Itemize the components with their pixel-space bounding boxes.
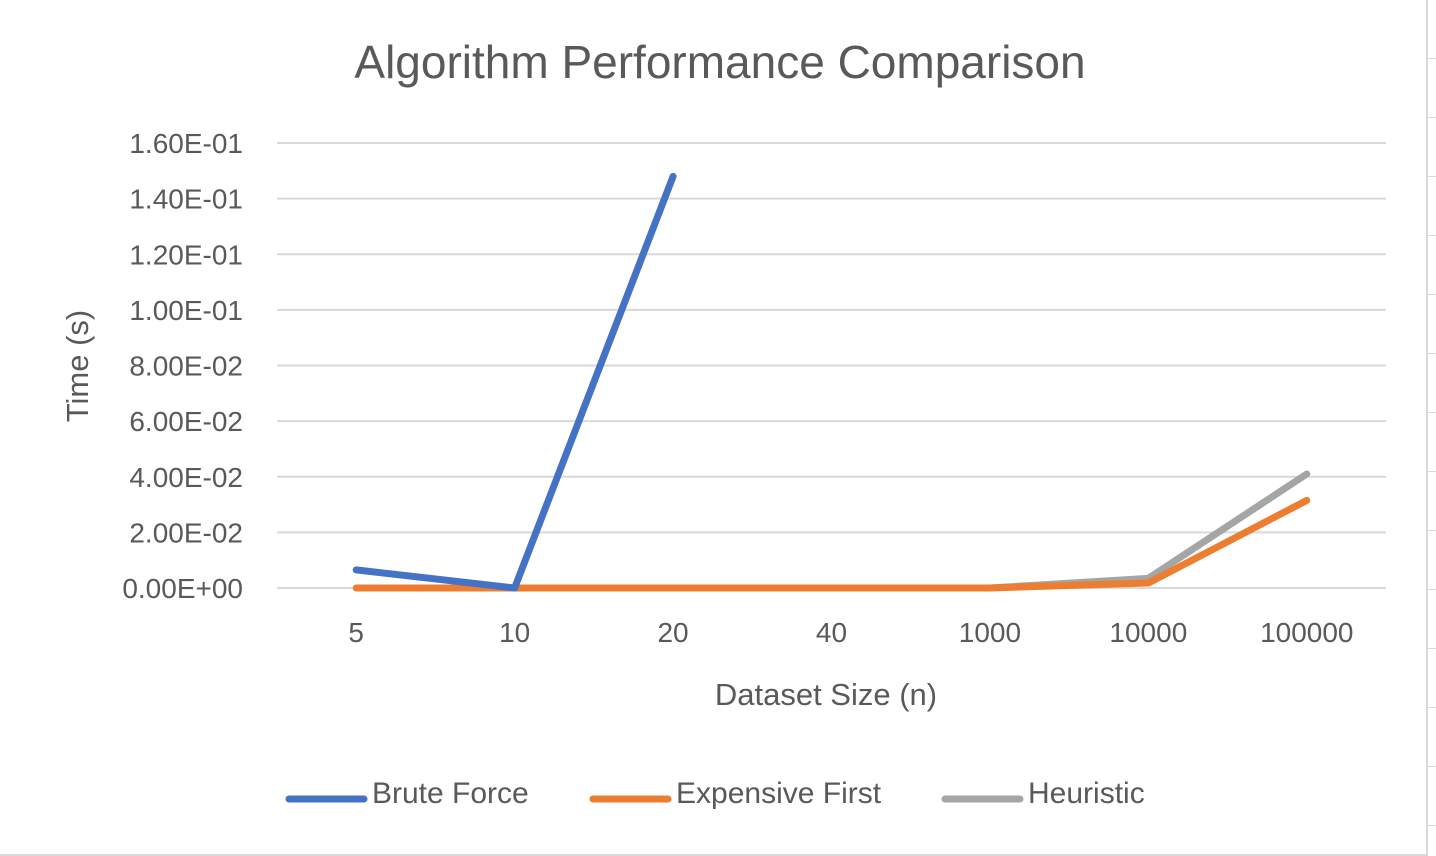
x-tick-label: 20 (657, 617, 688, 648)
spreadsheet-gridlines (1428, 0, 1436, 856)
y-tick-label: 1.00E-01 (129, 295, 243, 326)
x-tick-label: 10 (499, 617, 530, 648)
y-tick-label: 1.20E-01 (129, 239, 243, 270)
sheet-row-line (1428, 117, 1436, 118)
sheet-row-line (1428, 294, 1436, 295)
sheet-row-line (1428, 648, 1436, 649)
sheet-row-line (1428, 589, 1436, 590)
x-tick-label: 100000 (1260, 617, 1353, 648)
x-tick-label: 5 (348, 617, 364, 648)
gridlines (277, 142, 1386, 589)
legend-label-expensive-first: Expensive First (676, 777, 882, 810)
sheet-row-line (1428, 825, 1436, 826)
chart-title: Algorithm Performance Comparison (354, 36, 1085, 88)
legend-label-heuristic: Heuristic (1028, 777, 1145, 810)
y-axis-title: Time (s) (60, 310, 95, 423)
x-axis-title: Dataset Size (n) (715, 677, 937, 712)
y-axis-tick-labels: 0.00E+00 2.00E-02 4.00E-02 6.00E-02 8.00E-02… (122, 128, 243, 604)
y-tick-label: 0.00E+00 (122, 573, 243, 604)
x-tick-label: 10000 (1109, 617, 1187, 648)
series-line-heuristic[interactable] (511, 470, 1311, 592)
sheet-row-line (1428, 235, 1436, 236)
series-lines (352, 172, 1311, 592)
y-tick-label: 1.40E-01 (129, 184, 243, 215)
y-tick-label: 8.00E-02 (129, 351, 243, 382)
sheet-row-line (1428, 471, 1436, 472)
sheet-row-line (1428, 412, 1436, 413)
y-tick-label: 6.00E-02 (129, 406, 243, 437)
sheet-row-line (1428, 766, 1436, 767)
sheet-row-line (1428, 707, 1436, 708)
y-tick-label: 1.60E-01 (129, 128, 243, 159)
series-line-brute-force[interactable] (352, 172, 677, 592)
y-tick-label: 4.00E-02 (129, 462, 243, 493)
sheet-row-line (1428, 530, 1436, 531)
series-line-expensive-first[interactable] (352, 496, 1311, 592)
legend-label-brute-force: Brute Force (372, 777, 529, 810)
x-axis-tick-labels: 5 10 20 40 1000 10000 100000 (348, 617, 1353, 648)
sheet-row-line (1428, 176, 1436, 177)
y-tick-label: 2.00E-02 (129, 517, 243, 548)
x-tick-label: 1000 (959, 617, 1021, 648)
x-tick-label: 40 (816, 617, 847, 648)
legend: Brute Force Expensive First Heuristic (285, 777, 1145, 810)
sheet-row-line (1428, 353, 1436, 354)
sheet-row-line (1428, 58, 1436, 59)
